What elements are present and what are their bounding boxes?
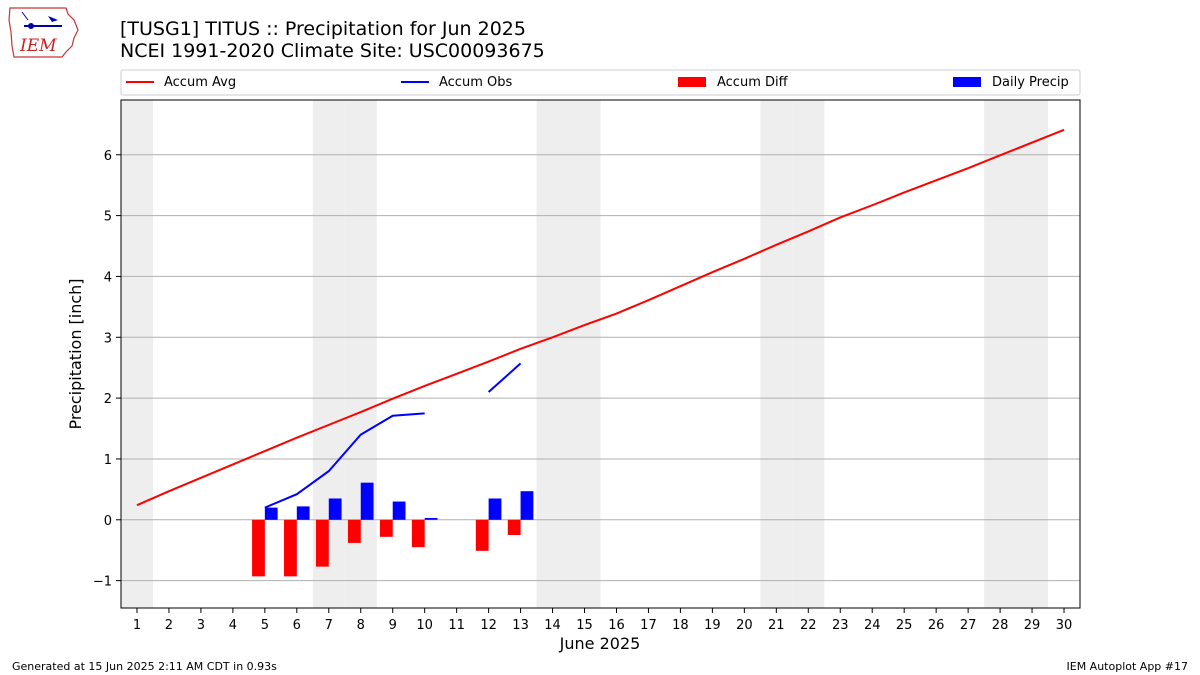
- logo-text: IEM: [19, 36, 57, 56]
- x-tick-label: 20: [736, 618, 753, 633]
- x-tick-label: 18: [672, 618, 689, 633]
- footer-generated: Generated at 15 Jun 2025 2:11 AM CDT in …: [12, 660, 277, 673]
- weekend-band: [121, 100, 153, 608]
- legend-swatch-accum-diff: [678, 77, 706, 87]
- accum-diff-bars: [252, 519, 521, 577]
- weekend-band: [568, 100, 601, 608]
- x-tick-label: 5: [261, 618, 269, 633]
- x-tick-label: 12: [480, 618, 497, 633]
- iem-logo: IEM: [8, 7, 79, 58]
- logo-station-icon: [28, 23, 34, 29]
- accum-diff-bar: [379, 519, 393, 537]
- accum-diff-bar: [411, 519, 425, 548]
- y-tick-label: 4: [104, 270, 112, 285]
- daily-precip-bars: [264, 482, 534, 520]
- y-axis-ticks: −1 0 1 2 3 4 5 6: [93, 149, 121, 590]
- y-tick-label: 0: [104, 514, 112, 529]
- y-tick-label: 2: [104, 392, 112, 407]
- x-tick-label: 29: [1024, 618, 1041, 633]
- x-axis-label: June 2025: [559, 634, 641, 653]
- daily-precip-bar: [264, 507, 278, 520]
- x-tick-label: 13: [512, 618, 529, 633]
- weekend-band: [536, 100, 569, 608]
- x-tick-label: 21: [768, 618, 785, 633]
- x-tick-label: 27: [960, 618, 977, 633]
- x-tick-label: 8: [357, 618, 365, 633]
- daily-precip-bar: [392, 501, 406, 520]
- x-tick-label: 15: [576, 618, 593, 633]
- legend-box: [120, 69, 1081, 96]
- x-tick-label: 9: [389, 618, 397, 633]
- x-tick-label: 7: [325, 618, 333, 633]
- logo-flag-icon: [48, 16, 58, 22]
- iowa-state-outline: [8, 7, 79, 58]
- plot-frame: [120, 99, 1081, 609]
- x-tick-label: 28: [992, 618, 1009, 633]
- legend-label-accum-obs: Accum Obs: [439, 75, 512, 90]
- x-tick-label: 16: [608, 618, 625, 633]
- accum-obs-line: [487, 362, 522, 393]
- legend-label-accum-diff: Accum Diff: [717, 75, 789, 90]
- x-tick-label: 14: [544, 618, 561, 633]
- accum-diff-bar: [507, 519, 521, 535]
- x-tick-label: 19: [704, 618, 721, 633]
- x-tick-label: 11: [448, 618, 465, 633]
- weekend-band: [792, 100, 825, 608]
- daily-precip-bar: [328, 498, 342, 520]
- accum-diff-bar: [315, 519, 329, 567]
- y-tick-label: 3: [104, 331, 112, 346]
- x-tick-label: 24: [864, 618, 881, 633]
- daily-precip-bar: [296, 506, 310, 520]
- gridlines: [121, 154, 1080, 582]
- x-axis-ticks: 1 2 3 4 5 6 7 8 9 10 11 12 13 14 15 16 17 18 19 20 21 22 23 24 2…: [133, 608, 1072, 633]
- series-lines: [136, 128, 1065, 509]
- y-tick-label: 5: [104, 210, 112, 225]
- x-tick-label: 1: [133, 618, 141, 633]
- x-tick-label: 3: [197, 618, 205, 633]
- legend-label-daily-precip: Daily Precip: [992, 75, 1069, 90]
- x-tick-label: 22: [800, 618, 817, 633]
- footer-app: IEM Autoplot App #17: [1067, 660, 1189, 673]
- x-tick-label: 10: [416, 618, 433, 633]
- y-tick-label: 1: [104, 453, 112, 468]
- x-tick-label: 25: [896, 618, 913, 633]
- accum-diff-bar: [284, 519, 297, 577]
- logo-antenna-icon: [21, 11, 29, 21]
- x-tick-label: 30: [1056, 618, 1073, 633]
- chart-title: [TUSG1] TITUS :: Precipitation for Jun 2…: [120, 18, 526, 40]
- daily-precip-bar: [360, 482, 374, 520]
- daily-precip-bar: [488, 498, 502, 520]
- y-tick-label: −1: [93, 575, 112, 590]
- x-tick-label: 2: [165, 618, 173, 633]
- chart-subtitle: NCEI 1991-2020 Climate Site: USC00093675: [120, 40, 545, 62]
- accum-diff-bar: [347, 519, 361, 543]
- weekend-band: [760, 100, 793, 608]
- x-tick-label: 6: [293, 618, 301, 633]
- legend-label-accum-avg: Accum Avg: [164, 75, 236, 90]
- weekend-band: [1016, 100, 1049, 608]
- daily-precip-bar: [520, 491, 534, 520]
- x-tick-label: 4: [229, 618, 237, 633]
- legend-swatch-daily-precip: [953, 77, 981, 87]
- y-axis-label: Precipitation [inch]: [66, 278, 85, 429]
- accum-diff-bar: [252, 519, 265, 577]
- daily-precip-bar: [424, 517, 438, 520]
- x-tick-label: 23: [832, 618, 849, 633]
- legend: Accum Avg Accum Obs Accum Diff Daily Pre…: [120, 69, 1081, 96]
- accum-diff-bar: [475, 519, 489, 551]
- accum-avg-line: [136, 128, 1065, 507]
- x-tick-label: 26: [928, 618, 945, 633]
- y-tick-label: 6: [104, 149, 112, 164]
- x-tick-label: 17: [640, 618, 657, 633]
- accum-obs-line: [264, 412, 425, 509]
- weekend-band: [984, 100, 1017, 608]
